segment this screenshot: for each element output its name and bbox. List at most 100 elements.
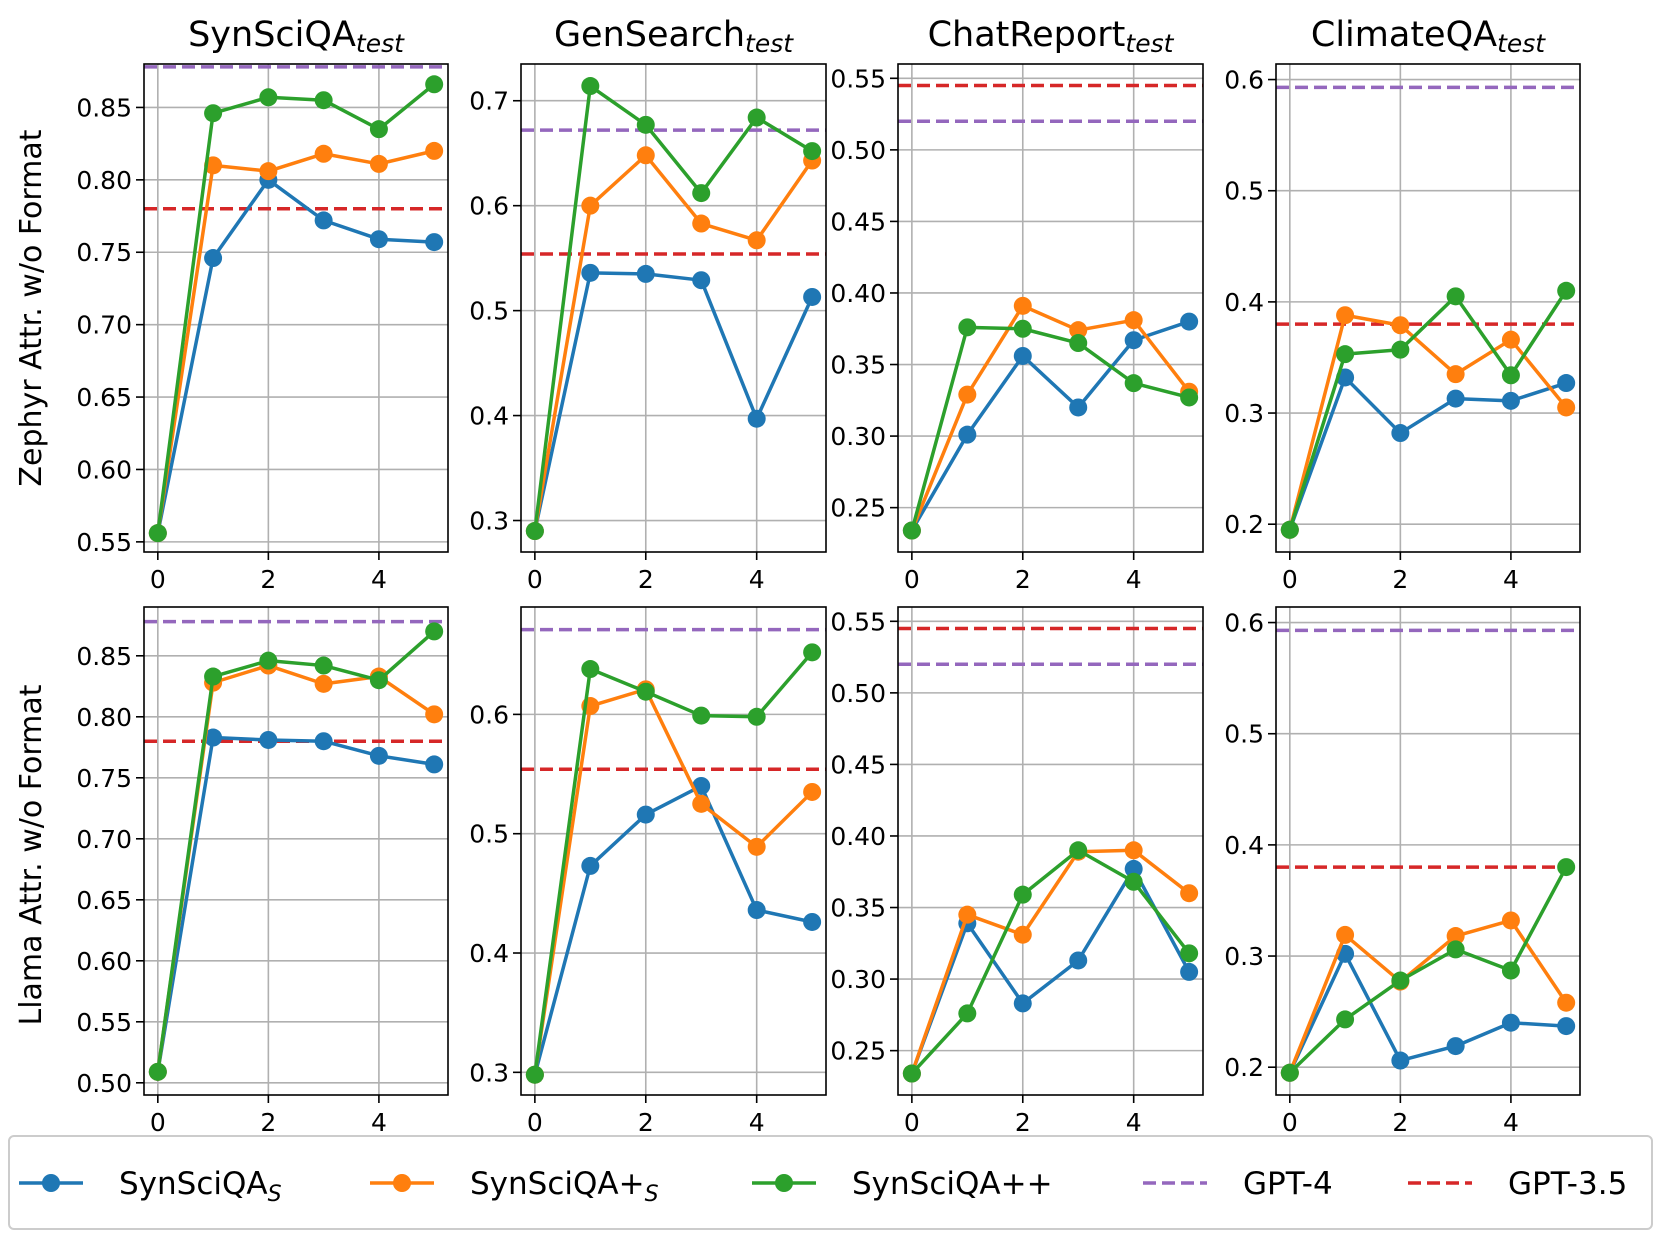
axes-frame	[897, 606, 1204, 1096]
series-line-0	[533, 271, 814, 532]
axes-frame	[1275, 606, 1581, 1096]
ytick-label-2: 0.4	[1224, 288, 1264, 317]
point-1-4	[1124, 311, 1143, 330]
point-1-3	[1446, 365, 1465, 384]
series-line-1	[156, 663, 436, 1073]
ytick-label-5: 0.50	[830, 679, 886, 708]
ytick-label-6: 0.55	[830, 607, 886, 636]
xtick-label-1: 2	[638, 1108, 654, 1137]
panel-title-sub: test	[1497, 29, 1546, 58]
ytick-label-3: 0.6	[469, 700, 509, 729]
ytick-label-4: 0.70	[76, 825, 132, 854]
xtick-label-2: 4	[749, 565, 765, 594]
panel-0-0: 0.55 0.60 0.65 0.70 0.75 0.80 0.85 0 2 4 SynSciQAt…	[76, 15, 449, 594]
point-2-4	[1124, 872, 1143, 891]
axes-frame	[520, 606, 827, 1096]
ytick-label-1: 0.30	[830, 965, 886, 994]
legend-swatch-marker	[42, 1174, 60, 1192]
ytick-label-2: 0.35	[830, 351, 886, 380]
ytick-label-1: 0.55	[76, 1008, 132, 1037]
ytick-label-3: 0.65	[76, 886, 132, 915]
panel-title-main: ClimateQA	[1311, 15, 1497, 55]
point-2-3	[1446, 940, 1465, 959]
axes-frame	[520, 63, 827, 553]
axes-frame	[1275, 63, 1581, 553]
series-line-1	[1288, 313, 1568, 531]
legend-label-sub: S	[645, 1182, 659, 1207]
ytick-label-1: 0.4	[469, 402, 509, 431]
ytick-label-2: 0.35	[830, 894, 886, 923]
point-2-0	[902, 521, 921, 540]
point-2-3	[1069, 334, 1088, 353]
axes-frame	[143, 63, 449, 553]
ytick-label-0: 0.25	[830, 1037, 886, 1066]
point-0-3	[1069, 398, 1088, 417]
panel-title-sub: test	[356, 29, 405, 58]
xtick-label-0: 0	[150, 565, 166, 594]
xtick-label-2: 4	[1126, 1108, 1142, 1137]
point-0-4	[747, 409, 766, 428]
point-0-5	[425, 755, 444, 774]
point-0-4	[1501, 1013, 1520, 1032]
ytick-label-0: 0.55	[76, 528, 132, 557]
xtick-label-1: 2	[638, 565, 654, 594]
point-2-4	[1501, 961, 1520, 980]
xtick-label-2: 4	[1126, 565, 1142, 594]
xtick-label-0: 0	[1282, 565, 1298, 594]
point-2-5	[803, 643, 822, 662]
ytick-label-1: 0.4	[469, 939, 509, 968]
point-1-1	[958, 905, 977, 924]
panel-0-2: 0.25 0.30 0.35 0.40 0.45 0.50 0.55 0 2 4 ChatRepor…	[830, 15, 1204, 594]
row-label-1: Llama Attr. w/o Format	[14, 684, 49, 1025]
series-line-0	[910, 319, 1190, 532]
point-2-3	[692, 706, 711, 725]
point-1-1	[581, 196, 600, 215]
legend-label: SynSciQA++	[852, 1166, 1053, 1202]
ytick-label-0: 0.2	[1224, 510, 1264, 539]
legend-label-sub: S	[268, 1182, 282, 1207]
ytick-label-0: 0.25	[830, 494, 886, 523]
xtick-label-0: 0	[527, 565, 543, 594]
series-line-1	[533, 153, 814, 532]
series-line-0	[156, 178, 435, 534]
series-line-0	[1288, 375, 1567, 531]
point-1-1	[204, 156, 223, 175]
ytick-label-4: 0.45	[830, 207, 886, 236]
series-line-0	[910, 867, 1191, 1075]
series-line-2	[910, 848, 1191, 1075]
point-0-4	[1124, 331, 1143, 350]
point-0-5	[1180, 312, 1199, 331]
point-2-5	[1557, 858, 1576, 877]
point-2-2	[1391, 340, 1410, 359]
series-line-1	[533, 687, 814, 1075]
panel-title: ChatReporttest	[928, 15, 1175, 58]
xtick-label-1: 2	[1015, 1108, 1031, 1137]
legend-item-4: GPT-3.5	[1408, 1166, 1627, 1202]
series-line-0	[1288, 952, 1567, 1074]
point-2-1	[581, 77, 600, 96]
xtick-label-2: 4	[749, 1108, 765, 1137]
point-1-2	[259, 162, 278, 181]
point-1-3	[1069, 321, 1088, 340]
point-2-0	[1280, 520, 1299, 539]
point-0-5	[1557, 1017, 1576, 1036]
xtick-label-2: 4	[1503, 565, 1519, 594]
ytick-label-0: 0.50	[76, 1069, 132, 1098]
panel-title-main: GenSearch	[554, 15, 745, 55]
legend-label-main: GPT-4	[1243, 1166, 1333, 1202]
xtick-label-0: 0	[904, 1108, 920, 1137]
ytick-label-5: 0.80	[76, 166, 132, 195]
axes-frame	[143, 606, 449, 1096]
point-0-5	[1180, 962, 1199, 981]
xtick-label-1: 2	[1392, 565, 1408, 594]
panels-layer: 0.550.600.650.700.750.800.850 2 4SynSciQAt…	[76, 15, 1581, 1137]
panel-title-main: ChatReport	[928, 15, 1126, 55]
point-0-4	[1501, 391, 1520, 410]
ytick-label-1: 0.60	[76, 455, 132, 484]
point-2-0	[525, 522, 544, 541]
point-2-4	[369, 671, 388, 690]
legend: SynSciQAS SynSciQA+S SynSciQA++ GPT-4 GPT-3.…	[8, 1135, 1653, 1230]
ytick-label-5: 0.50	[830, 136, 886, 165]
ytick-label-2: 0.5	[469, 820, 509, 849]
series-line-0	[156, 735, 435, 1073]
